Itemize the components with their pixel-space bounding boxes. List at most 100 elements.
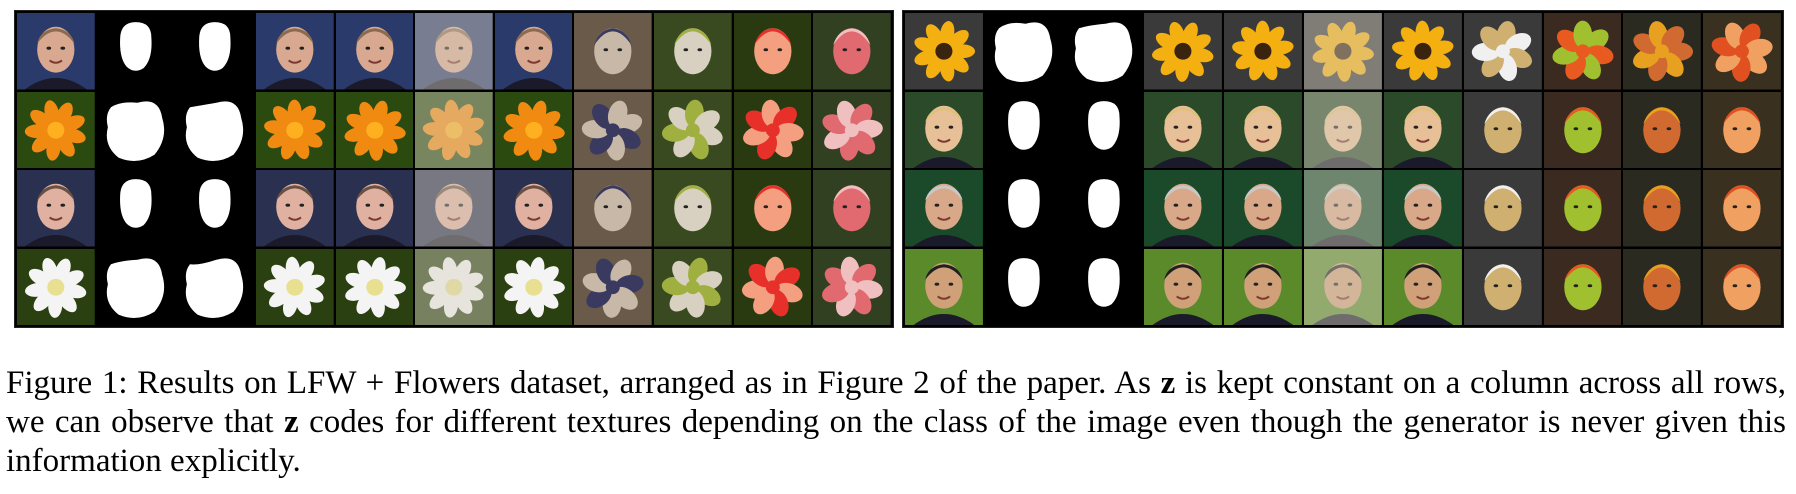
- generated-image: [1463, 248, 1542, 325]
- composite-image: [335, 91, 414, 168]
- figure-caption: Figure 1: Results on LFW + Flowers datas…: [6, 364, 1786, 481]
- generated-image: [574, 248, 653, 325]
- generated-image: [574, 170, 653, 247]
- mask-image: [96, 13, 175, 90]
- composite-image: [1304, 13, 1382, 90]
- mask-image: [984, 248, 1063, 325]
- composite-image: [415, 248, 493, 325]
- composite-image: [1144, 91, 1223, 168]
- caption-text-2: is kept constant on a column across all …: [6, 365, 1787, 440]
- input-image: [905, 91, 983, 168]
- mask-image: [984, 13, 1063, 90]
- generated-image: [733, 13, 812, 90]
- generated-image: [654, 91, 732, 168]
- original-image: [1383, 170, 1462, 247]
- generated-image: [1623, 170, 1702, 247]
- composite-image: [255, 248, 334, 325]
- generated-image: [1623, 248, 1702, 325]
- generated-image: [1543, 13, 1622, 90]
- mask-image: [96, 248, 175, 325]
- composite-image: [415, 170, 493, 247]
- composite-image: [1144, 248, 1223, 325]
- composite-image: [335, 248, 414, 325]
- generated-image: [654, 170, 732, 247]
- mask-image: [176, 248, 254, 325]
- left-image-grid: [17, 13, 891, 325]
- composite-image: [1304, 91, 1382, 168]
- mask-image: [1064, 248, 1143, 325]
- mask-image: [984, 91, 1063, 168]
- generated-image: [1703, 248, 1781, 325]
- mask-image: [1064, 170, 1143, 247]
- generated-image: [733, 248, 812, 325]
- original-image: [494, 170, 573, 247]
- composite-image: [255, 91, 334, 168]
- right-image-grid: [905, 13, 1781, 325]
- generated-image: [813, 248, 891, 325]
- generated-image: [1543, 248, 1622, 325]
- composite-image: [415, 13, 493, 90]
- generated-image: [654, 13, 732, 90]
- generated-image: [1623, 13, 1702, 90]
- generated-image: [813, 170, 891, 247]
- input-image: [905, 248, 983, 325]
- mask-image: [176, 170, 254, 247]
- generated-image: [1463, 170, 1542, 247]
- input-image: [17, 13, 95, 90]
- composite-image: [335, 13, 414, 90]
- generated-image: [574, 13, 653, 90]
- left-panel: [14, 10, 894, 328]
- composite-image: [1224, 170, 1303, 247]
- generated-image: [1703, 170, 1781, 247]
- composite-image: [1304, 170, 1382, 247]
- caption-label: Figure 1:: [6, 365, 128, 401]
- generated-image: [1543, 170, 1622, 247]
- original-image: [1383, 13, 1462, 90]
- generated-image: [1703, 91, 1781, 168]
- caption-text-3: codes for different textures depending o…: [6, 404, 1786, 479]
- original-image: [494, 13, 573, 90]
- generated-image: [1703, 13, 1781, 90]
- original-image: [1383, 91, 1462, 168]
- input-image: [17, 170, 95, 247]
- mask-image: [1064, 91, 1143, 168]
- generated-image: [1623, 91, 1702, 168]
- generated-image: [733, 91, 812, 168]
- mask-image: [176, 91, 254, 168]
- original-image: [494, 248, 573, 325]
- caption-text-1: Results on LFW + Flowers dataset, arrang…: [137, 365, 1151, 401]
- caption-z-symbol-2: z: [284, 404, 299, 440]
- input-image: [17, 248, 95, 325]
- mask-image: [1064, 13, 1143, 90]
- composite-image: [1224, 13, 1303, 90]
- input-image: [905, 13, 983, 90]
- figure: [14, 10, 1784, 328]
- generated-image: [1463, 13, 1542, 90]
- mask-image: [984, 170, 1063, 247]
- mask-image: [96, 170, 175, 247]
- composite-image: [1224, 91, 1303, 168]
- generated-image: [1543, 91, 1622, 168]
- input-image: [905, 170, 983, 247]
- composite-image: [1304, 248, 1382, 325]
- composite-image: [335, 170, 414, 247]
- generated-image: [574, 91, 653, 168]
- mask-image: [176, 13, 254, 90]
- composite-image: [415, 91, 493, 168]
- generated-image: [733, 170, 812, 247]
- composite-image: [1224, 248, 1303, 325]
- composite-image: [255, 170, 334, 247]
- original-image: [1383, 248, 1462, 325]
- original-image: [494, 91, 573, 168]
- caption-z-symbol-1: z: [1160, 365, 1176, 401]
- generated-image: [813, 91, 891, 168]
- generated-image: [1463, 91, 1542, 168]
- mask-image: [96, 91, 175, 168]
- composite-image: [255, 13, 334, 90]
- input-image: [17, 91, 95, 168]
- generated-image: [813, 13, 891, 90]
- right-panel: [902, 10, 1784, 328]
- composite-image: [1144, 13, 1223, 90]
- generated-image: [654, 248, 732, 325]
- composite-image: [1144, 170, 1223, 247]
